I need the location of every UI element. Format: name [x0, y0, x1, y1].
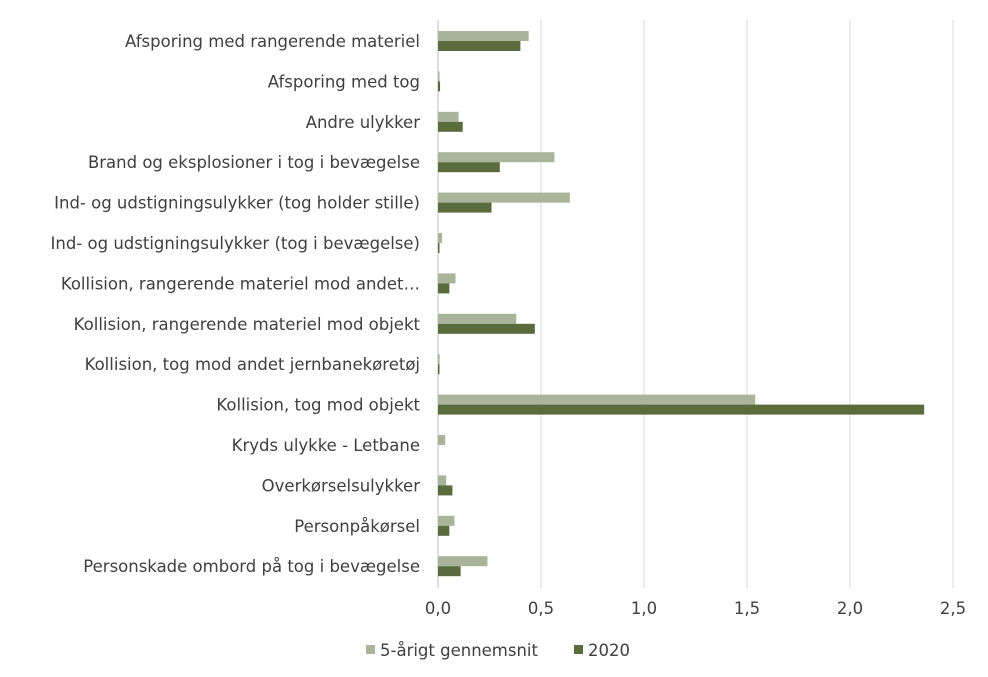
legend: 5-årigt gennemsnit 2020: [366, 641, 630, 660]
category-label: Kollision, rangerende materiel mod andet…: [61, 274, 420, 293]
x-tick-label: 1,0: [631, 599, 657, 618]
x-tick-label: 0,5: [528, 599, 554, 618]
legend-swatch-2020: [574, 645, 583, 654]
bar-5yr-average: [438, 233, 443, 243]
bar-5yr-average: [438, 556, 488, 567]
bar-2020: [438, 566, 461, 577]
bar-2020: [438, 525, 450, 536]
bar-2020: [438, 162, 500, 173]
bar-5yr-average: [438, 152, 555, 163]
category-label: Ind- og udstigningsulykker (tog holder s…: [54, 194, 420, 213]
bar-5yr-average: [438, 394, 756, 405]
category-label: Andre ulykker: [306, 113, 421, 132]
bar-5yr-average: [438, 111, 459, 122]
bar-2020: [438, 323, 535, 334]
x-tick-label: 1,5: [734, 599, 760, 618]
bar-2020: [438, 364, 440, 375]
bar-2020: [438, 283, 450, 294]
x-tick-labels: 0,0 0,5 1,0 1,5 2,0 2,5: [425, 599, 966, 618]
bars: [438, 31, 925, 577]
bar-5yr-average: [438, 515, 455, 526]
bar-2020: [438, 81, 441, 92]
bar-2020: [438, 485, 453, 496]
bar-5yr-average: [438, 273, 456, 284]
category-label: Overkørselsulykker: [262, 476, 421, 495]
bar-5yr-average: [438, 71, 440, 82]
x-tick-label: 2,0: [837, 599, 863, 618]
bar-2020: [438, 202, 492, 213]
bar-5yr-average: [438, 475, 447, 486]
category-label: Kollision, tog mod andet jernbanekøretøj: [85, 355, 420, 374]
category-labels: Afsporing med rangerende materiel Afspori…: [51, 32, 421, 576]
bar-5yr-average: [438, 354, 440, 365]
bar-5yr-average: [438, 435, 446, 445]
gridlines: [437, 20, 954, 588]
category-label: Kollision, tog mod objekt: [216, 396, 420, 415]
category-label: Personpåkørsel: [294, 517, 420, 536]
bar-2020: [438, 121, 463, 132]
bar-2020: [438, 404, 925, 415]
category-label: Kollision, rangerende materiel mod objek…: [74, 315, 421, 334]
legend-swatch-5yr: [366, 645, 375, 654]
bar-2020: [438, 41, 521, 51]
category-label: Afsporing med tog: [268, 72, 420, 91]
x-tick-label: 0,0: [425, 599, 451, 618]
legend-label-5yr: 5-årigt gennemsnit: [380, 641, 539, 660]
legend-label-2020: 2020: [588, 641, 630, 660]
category-label: Ind- og udstigningsulykker (tog i bevæge…: [51, 234, 420, 253]
bar-5yr-average: [438, 313, 517, 324]
category-label: Brand og eksplosioner i tog i bevægelse: [88, 153, 420, 172]
category-label: Kryds ulykke - Letbane: [232, 436, 420, 455]
category-label: Personskade ombord på tog i bevægelse: [83, 557, 420, 576]
x-tick-label: 2,5: [940, 599, 966, 618]
bar-5yr-average: [438, 192, 570, 203]
bar-5yr-average: [438, 31, 529, 41]
category-label: Afsporing med rangerende materiel: [125, 32, 420, 51]
bar-2020: [438, 243, 440, 253]
